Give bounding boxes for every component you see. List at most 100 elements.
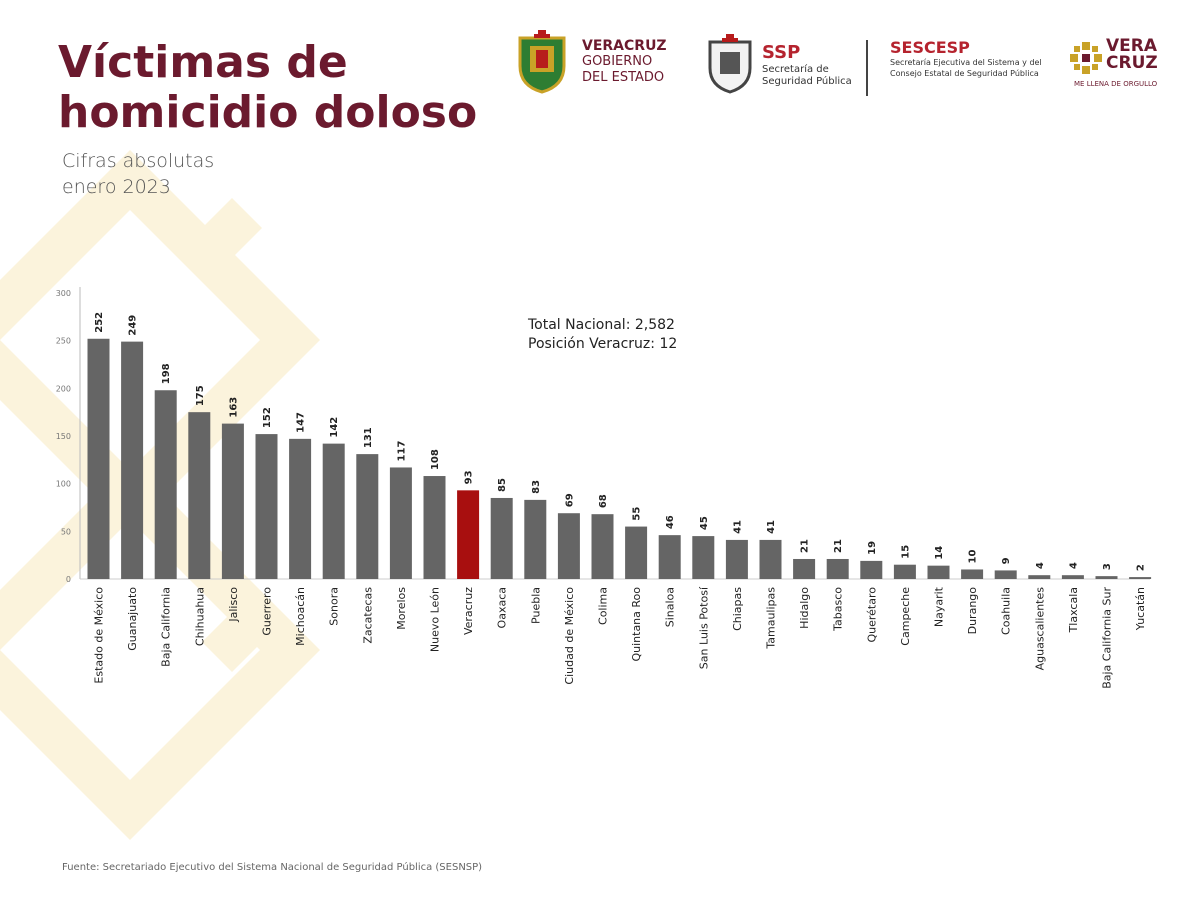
veracruz-logo-line2: GOBIERNO: [582, 54, 653, 69]
veracruz-brand-knot-icon: [1070, 42, 1102, 74]
bar: [1061, 575, 1084, 579]
bar: [87, 338, 110, 579]
bar-value-label: 55: [632, 507, 643, 521]
annotation-total: Total Nacional: 2,582: [528, 317, 675, 333]
bar: [322, 443, 345, 579]
veracruz-logo-line1: VERACRUZ: [582, 38, 667, 54]
ssp-shield-icon: [708, 34, 752, 94]
bar: [994, 570, 1017, 579]
bar-value-label: 69: [564, 493, 575, 507]
ssp-logo: SSP Secretaría de Seguridad Pública: [706, 28, 856, 98]
bar: [1028, 575, 1051, 579]
bar-value-label: 68: [598, 494, 609, 508]
bar-value-label: 21: [833, 539, 844, 553]
bar: [725, 539, 748, 579]
bar: [826, 558, 849, 579]
logo-divider: [866, 40, 868, 96]
y-tick-label: 0: [66, 575, 71, 584]
category-label: Guerrero: [261, 587, 274, 636]
bar: [121, 341, 144, 579]
logo-strip: VERACRUZ GOBIERNO DEL ESTADO SSP Secreta…: [510, 28, 1170, 108]
bar: [927, 565, 950, 579]
bar-value-label: 117: [396, 441, 407, 462]
bar-value-label: 41: [766, 520, 777, 534]
brand-logo-line2: CRUZ: [1106, 53, 1158, 73]
page-title: Víctimas de homicidio doloso: [58, 37, 478, 138]
bar-value-label: 131: [363, 427, 374, 448]
veracruz-government-logo: VERACRUZ GOBIERNO DEL ESTADO: [510, 28, 680, 98]
bar-value-label: 19: [867, 541, 878, 555]
category-label: Zacatecas: [361, 587, 374, 644]
bar: [188, 412, 211, 579]
category-label: Tamaulipas: [765, 587, 778, 650]
bar-value-label: 46: [665, 515, 676, 529]
bar-highlight: [457, 490, 480, 579]
bar: [423, 476, 446, 579]
bar: [759, 539, 782, 579]
sescesp-logo-line2: Consejo Estatal de Seguridad Pública: [890, 69, 1039, 78]
category-label: Sonora: [328, 587, 341, 626]
category-label: Yucatán: [1134, 587, 1147, 631]
category-label: Tabasco: [832, 587, 845, 632]
ssp-logo-name: SSP: [762, 42, 801, 63]
subtitle-date: enero 2023: [62, 176, 171, 198]
bar: [490, 497, 513, 579]
bar-value-label: 152: [262, 407, 273, 428]
bar: [1095, 576, 1118, 579]
category-label: Veracruz: [462, 587, 475, 635]
chart-annotation: Total Nacional: 2,582 Posición Veracruz:…: [528, 316, 677, 354]
category-label: Morelos: [395, 587, 408, 630]
bar-value-label: 85: [497, 478, 508, 492]
bar-value-label: 3: [1102, 563, 1113, 570]
bar-value-label: 15: [900, 545, 911, 559]
bar-value-label: 249: [128, 315, 139, 336]
bar-value-label: 4: [1035, 562, 1046, 569]
bar-value-label: 252: [94, 312, 105, 333]
bar-value-label: 198: [161, 363, 172, 384]
pattern-dot: [202, 612, 262, 672]
bar: [356, 454, 379, 579]
page-subtitle: Cifras absolutas enero 2023: [62, 148, 214, 200]
subtitle-line: Cifras absolutas: [62, 150, 215, 172]
brand-logo-line1: VERA: [1106, 36, 1158, 56]
category-label: Oaxaca: [496, 587, 509, 628]
bar-value-label: 2: [1136, 564, 1147, 571]
bar: [961, 569, 984, 579]
bar: [692, 536, 715, 579]
bar-value-label: 10: [968, 550, 979, 564]
bar: [221, 423, 244, 579]
bar-value-label: 41: [732, 520, 743, 534]
bar-value-label: 21: [800, 539, 811, 553]
bar: [557, 513, 580, 579]
ssp-logo-line2: Seguridad Pública: [762, 76, 852, 87]
pattern-dot: [202, 198, 262, 258]
bar: [793, 558, 816, 579]
veracruz-logo-line3: DEL ESTADO: [582, 70, 665, 85]
bar: [524, 499, 547, 579]
category-label: Durango: [966, 587, 979, 635]
sescesp-logo-name: SESCESP: [890, 38, 970, 57]
bar-value-label: 108: [430, 449, 441, 470]
category-label: Jalisco: [227, 587, 240, 623]
category-label: Nuevo León: [429, 587, 442, 652]
category-label: Colima: [597, 587, 610, 625]
bar-value-label: 142: [329, 417, 340, 438]
bar: [625, 526, 648, 579]
veracruz-brand-logo: VERA CRUZ ME LLENA DE ORGULLO: [1070, 38, 1170, 102]
bar-value-label: 83: [531, 480, 542, 494]
y-tick-label: 250: [56, 337, 71, 346]
ssp-logo-line1: Secretaría de: [762, 64, 829, 75]
bar: [591, 514, 614, 579]
bar: [658, 535, 681, 579]
y-tick-label: 50: [61, 527, 71, 536]
veracruz-coat-of-arms-icon: [518, 30, 566, 94]
source-footer: Fuente: Secretariado Ejecutivo del Siste…: [62, 862, 483, 873]
category-label: Baja California: [160, 587, 173, 667]
category-label: Hidalgo: [798, 587, 811, 629]
bar: [1129, 577, 1152, 579]
y-tick-label: 150: [56, 432, 71, 441]
category-label: San Luis Potosí: [697, 586, 710, 669]
category-label: Coahuila: [1000, 587, 1013, 635]
category-label: Quintana Roo: [630, 587, 643, 662]
bar-value-label: 14: [934, 546, 945, 560]
